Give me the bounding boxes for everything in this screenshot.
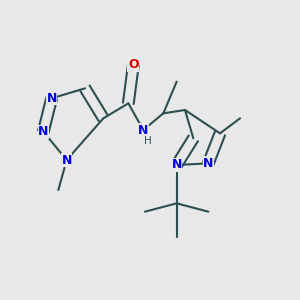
Text: H: H bbox=[144, 136, 152, 146]
Text: N: N bbox=[172, 158, 182, 172]
Text: N: N bbox=[61, 154, 72, 166]
Text: N: N bbox=[46, 92, 57, 105]
Text: N: N bbox=[138, 124, 148, 136]
Text: N: N bbox=[203, 157, 214, 170]
Text: N: N bbox=[38, 125, 49, 138]
Text: O: O bbox=[128, 58, 139, 71]
